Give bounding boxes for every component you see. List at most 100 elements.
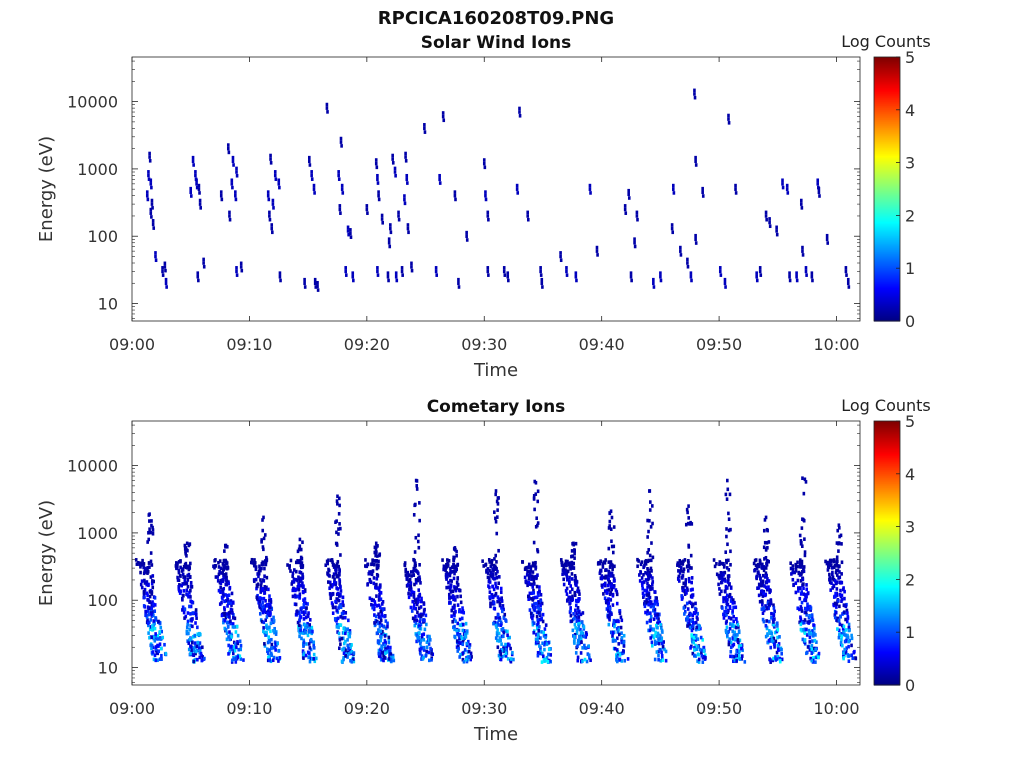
solar-wind-cell bbox=[194, 170, 197, 174]
cometary-cell bbox=[488, 585, 491, 590]
solar-wind-cell bbox=[817, 190, 821, 195]
cometary-cell bbox=[227, 652, 230, 656]
cometary-cell bbox=[159, 646, 163, 651]
cometary-cell bbox=[189, 651, 192, 656]
cometary-cell bbox=[679, 568, 683, 573]
cometary-cell bbox=[493, 607, 497, 611]
cometary-cell bbox=[762, 528, 766, 533]
cometary-cell bbox=[798, 564, 802, 569]
cometary-cell bbox=[574, 626, 577, 630]
cometary-cell bbox=[616, 636, 619, 641]
cometary-cell bbox=[584, 635, 588, 639]
cometary-cell bbox=[598, 561, 602, 566]
cometary-cell bbox=[767, 559, 770, 564]
cometary-cell bbox=[681, 576, 684, 580]
cometary-cell bbox=[411, 569, 415, 574]
cometary-cell bbox=[603, 596, 607, 600]
cometary-colorbar-segment bbox=[874, 581, 900, 584]
cometary-cell bbox=[403, 561, 407, 565]
cometary-cell bbox=[645, 600, 648, 605]
cometary-cell bbox=[572, 612, 575, 616]
solar-wind-cell bbox=[755, 278, 759, 283]
cometary-cell bbox=[490, 558, 494, 563]
solar-wind-colorbar-segment bbox=[874, 225, 900, 228]
cometary-cell bbox=[259, 568, 262, 573]
cometary-cell bbox=[340, 612, 344, 616]
cometary-cell bbox=[654, 613, 657, 618]
cometary-cell bbox=[265, 558, 269, 562]
solar-wind-cell bbox=[457, 277, 460, 282]
cometary-cell bbox=[186, 622, 189, 627]
cometary-cell bbox=[638, 579, 642, 583]
cometary-cell bbox=[298, 570, 302, 574]
cometary-cell bbox=[570, 572, 574, 576]
cometary-cell bbox=[365, 564, 368, 569]
cometary-cell bbox=[409, 584, 413, 589]
cometary-cell bbox=[314, 656, 318, 661]
cometary-cell bbox=[469, 657, 472, 662]
cometary-cell bbox=[531, 561, 535, 566]
cometary-cell bbox=[293, 568, 296, 572]
solar-wind-cell bbox=[268, 214, 271, 218]
cometary-cell bbox=[469, 651, 473, 656]
cometary-cell bbox=[699, 626, 702, 631]
solar-wind-cell bbox=[341, 191, 345, 195]
cometary-cell bbox=[255, 586, 258, 591]
cometary-cell bbox=[391, 653, 395, 658]
cometary-cell bbox=[142, 593, 146, 598]
solar-wind-cell bbox=[231, 155, 235, 160]
cometary-cell bbox=[607, 622, 611, 627]
cometary-cell bbox=[342, 641, 346, 646]
cometary-colorbar-segment bbox=[874, 543, 900, 546]
solar-wind-cell bbox=[694, 237, 697, 242]
cometary-cell bbox=[569, 613, 573, 618]
solar-wind-cell bbox=[565, 266, 568, 270]
cometary-cell bbox=[503, 612, 507, 617]
cometary-cell bbox=[414, 502, 417, 507]
cometary-cell bbox=[379, 591, 383, 595]
cometary-cell bbox=[339, 589, 343, 593]
cometary-cell bbox=[834, 610, 838, 615]
cometary-cell bbox=[718, 560, 722, 564]
solar-wind-cell bbox=[394, 173, 397, 178]
cometary-colorbar-segment bbox=[874, 563, 900, 566]
cometary-cell bbox=[500, 606, 503, 610]
cometary-cell bbox=[724, 492, 728, 497]
cometary-cell bbox=[416, 578, 420, 583]
cometary-cell bbox=[260, 619, 264, 624]
cometary-cell bbox=[496, 586, 499, 590]
cometary-cell bbox=[250, 557, 254, 562]
cometary-cell bbox=[600, 574, 604, 578]
cometary-cell bbox=[258, 596, 262, 600]
solar-wind-cell bbox=[316, 280, 319, 285]
cometary-cell bbox=[645, 597, 648, 602]
cometary-cell bbox=[647, 548, 651, 552]
solar-wind-cell bbox=[197, 278, 200, 283]
cometary-cell bbox=[312, 646, 316, 650]
cometary-cell bbox=[776, 635, 779, 640]
cometary-cell bbox=[736, 623, 740, 627]
cometary-colorbar-segment bbox=[874, 465, 900, 468]
cometary-cell bbox=[847, 628, 851, 633]
cometary-cell bbox=[457, 588, 461, 592]
cometary-cell bbox=[758, 599, 762, 604]
cometary-cell bbox=[148, 565, 151, 569]
cometary-colorbar-segment bbox=[874, 537, 900, 540]
cometary-cell bbox=[337, 511, 341, 516]
cometary-cell bbox=[724, 584, 728, 589]
cometary-cell bbox=[298, 618, 301, 622]
cometary-cell bbox=[295, 587, 298, 592]
solar-wind-cell bbox=[627, 188, 630, 193]
cometary-cell bbox=[327, 558, 330, 563]
cometary-cell bbox=[658, 633, 661, 638]
cometary-cell bbox=[143, 595, 146, 600]
cometary-cell bbox=[156, 644, 159, 648]
cometary-cell bbox=[277, 659, 280, 663]
solar-wind-colorbar-segment bbox=[874, 309, 900, 312]
solar-wind-cell bbox=[768, 220, 771, 225]
cometary-cell bbox=[678, 571, 682, 575]
cometary-cell bbox=[347, 618, 350, 623]
cometary-cell bbox=[704, 656, 707, 660]
cometary-cell bbox=[227, 593, 231, 598]
cometary-cell bbox=[327, 580, 330, 584]
